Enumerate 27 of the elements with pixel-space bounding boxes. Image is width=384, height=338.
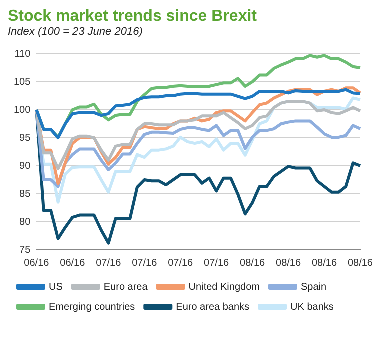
y-tick-label: 105: [14, 76, 32, 88]
y-tick-label: 90: [20, 160, 32, 172]
y-tick-label: 75: [20, 244, 32, 256]
legend-label: UK banks: [290, 302, 334, 313]
y-tick-label: 85: [20, 188, 32, 200]
y-tick-label: 80: [20, 216, 32, 228]
y-tick-label: 95: [20, 132, 32, 144]
x-tick-label: 08/16: [276, 258, 302, 269]
legend-label: Spain: [300, 282, 327, 293]
x-tick-label: 06/16: [24, 258, 50, 269]
x-tick-label: 06/16: [60, 258, 86, 269]
x-tick-label: 07/16: [132, 258, 158, 269]
legend-label: Emerging countries: [49, 302, 136, 313]
chart-subtitle: Index (100 = 23 June 2016): [8, 26, 144, 38]
x-tick-label: 07/16: [204, 258, 230, 269]
legend-label: United Kingdom: [188, 282, 260, 293]
y-tick-label: 100: [14, 104, 32, 116]
x-tick-label: 08/16: [312, 258, 338, 269]
x-tick-label: 08/16: [240, 258, 266, 269]
legend-label: US: [49, 282, 64, 293]
chart-title: Stock market trends since Brexit: [8, 8, 258, 26]
legend-label: Euro area banks: [176, 302, 250, 313]
x-tick-label: 07/16: [168, 258, 194, 269]
x-tick-label: 08/16: [348, 258, 374, 269]
y-tick-label: 110: [14, 48, 32, 60]
x-tick-label: 07/16: [96, 258, 122, 269]
legend-label: Euro area: [104, 282, 148, 293]
